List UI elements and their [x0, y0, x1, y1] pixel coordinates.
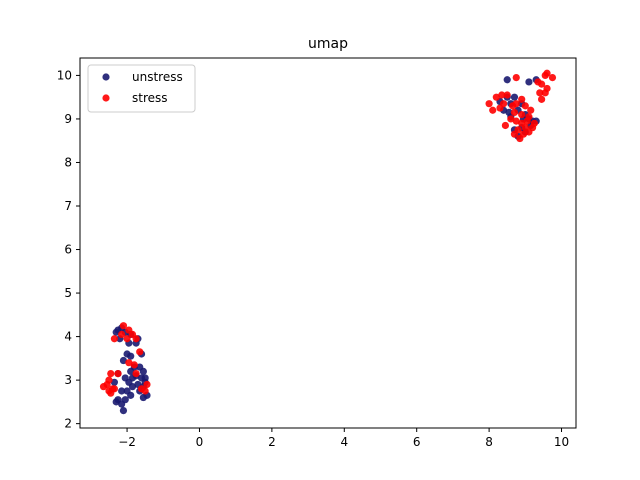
y-tick-label: 8 — [64, 155, 72, 169]
y-tick-label: 7 — [64, 199, 72, 213]
stress-point — [510, 130, 519, 138]
stress-point — [132, 369, 140, 378]
x-tick-label: 0 — [196, 435, 204, 449]
y-tick-label: 4 — [64, 330, 72, 344]
stress-point — [512, 73, 520, 82]
unstress-point — [505, 108, 513, 117]
unstress-point — [525, 78, 533, 86]
series-stress — [99, 69, 557, 397]
stress-point — [110, 385, 118, 393]
stress-point — [548, 73, 557, 82]
x-tick-label: 6 — [413, 435, 421, 449]
stress-point — [503, 91, 511, 99]
stress-point — [538, 80, 546, 88]
unstress-point — [127, 367, 135, 376]
stress-point — [538, 95, 546, 103]
stress-point — [536, 89, 544, 97]
unstress-point — [119, 406, 128, 415]
legend-entry-stress: stress — [102, 91, 168, 105]
y-tick-label: 5 — [64, 286, 72, 300]
x-tick-label: 4 — [340, 435, 348, 449]
x-tick-label: 10 — [554, 435, 569, 449]
stress-point — [485, 100, 493, 108]
stress-point — [501, 121, 510, 130]
legend-label-stress: stress — [132, 91, 168, 105]
unstress-point — [503, 76, 511, 84]
stress-point — [518, 110, 526, 119]
stress-point — [492, 93, 500, 101]
unstress-point — [118, 400, 126, 408]
unstress-point — [110, 378, 118, 386]
unstress-point — [118, 387, 126, 395]
unstress-point — [125, 378, 133, 386]
legend-label-unstress: unstress — [132, 70, 183, 84]
unstress-point — [141, 374, 149, 382]
stress-point — [498, 91, 506, 99]
stress-point — [521, 102, 529, 110]
stress-point — [119, 322, 128, 330]
points-layer — [99, 69, 557, 415]
y-tick-label: 6 — [64, 243, 72, 257]
stress-point — [512, 100, 520, 108]
unstress-point — [139, 367, 147, 376]
x-tick-label: 2 — [268, 435, 276, 449]
stress-point — [118, 330, 126, 339]
stress-point — [528, 124, 537, 132]
stress-point — [489, 106, 497, 114]
stress-point — [507, 115, 515, 123]
unstress-point — [112, 398, 120, 406]
axes-frame — [79, 57, 577, 429]
stress-point — [143, 380, 151, 389]
legend-entry-unstress: unstress — [102, 70, 183, 84]
stress-point — [107, 369, 115, 378]
unstress-point — [510, 93, 519, 101]
stress-point — [518, 95, 526, 103]
legend-marker-unstress — [102, 73, 110, 81]
unstress-point — [123, 387, 131, 395]
chart-title: umap — [308, 36, 348, 52]
stress-point — [512, 117, 520, 125]
y-tick-label: 2 — [64, 417, 72, 431]
stress-point — [519, 130, 528, 138]
y-tick-label: 9 — [64, 112, 72, 126]
unstress-point — [112, 328, 120, 336]
x-tick-label: −2 — [118, 435, 136, 449]
stress-point — [114, 369, 122, 378]
stress-point — [510, 108, 519, 117]
stress-point — [136, 348, 144, 356]
y-axis: 2 3 4 5 6 7 8 9 10 — [57, 68, 80, 431]
unstress-point — [127, 352, 135, 360]
stress-point — [543, 69, 551, 77]
legend: unstress stress — [87, 64, 196, 113]
stress-point — [123, 335, 131, 343]
stress-point — [541, 89, 549, 97]
stress-point — [110, 335, 118, 343]
stress-point — [130, 361, 138, 369]
stress-point — [125, 359, 133, 367]
y-tick-label: 10 — [57, 68, 72, 82]
x-tick-label: 8 — [485, 435, 493, 449]
unstress-point — [119, 356, 128, 365]
stress-point — [99, 383, 108, 391]
stress-point — [527, 106, 535, 114]
legend-marker-stress — [102, 94, 110, 102]
stress-point — [137, 385, 146, 393]
stress-point — [523, 117, 531, 125]
x-axis: −2 0 2 4 6 8 10 — [118, 428, 569, 449]
stress-point — [499, 100, 508, 108]
legend-box — [87, 64, 196, 113]
stress-point — [132, 335, 140, 343]
y-tick-label: 3 — [64, 373, 72, 387]
